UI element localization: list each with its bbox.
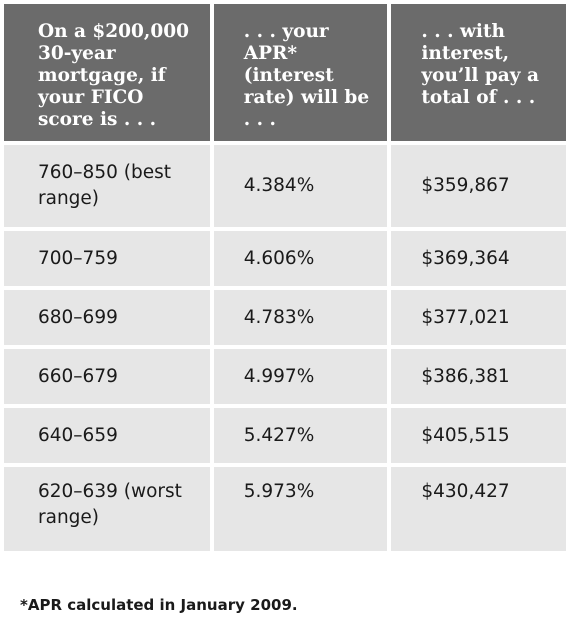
table-row: 680–699 4.783% $377,021 (4, 290, 566, 345)
table-row: 700–759 4.606% $369,364 (4, 231, 566, 286)
fico-mortgage-table: On a $200,000 30-year mortgage, if your … (4, 4, 566, 551)
apr-cell: 4.384% (213, 145, 388, 227)
apr-cell: 4.606% (213, 231, 388, 286)
apr-cell: 4.997% (213, 349, 388, 404)
apr-footnote: *APR calculated in January 2009. (20, 596, 298, 614)
header-total-paid: . . . with interest, you’ll pay a total … (391, 4, 566, 141)
fico-range-cell: 660–679 (4, 349, 210, 404)
header-fico-score: On a $200,000 30-year mortgage, if your … (4, 4, 210, 141)
total-paid-cell: $386,381 (391, 349, 566, 404)
table-row: 660–679 4.997% $386,381 (4, 349, 566, 404)
mortgage-table-container: On a $200,000 30-year mortgage, if your … (4, 4, 566, 551)
apr-cell: 5.427% (213, 408, 388, 463)
apr-cell: 5.973% (213, 467, 388, 551)
total-paid-cell: $369,364 (391, 231, 566, 286)
header-apr: . . . your APR* (interest rate) will be … (213, 4, 388, 141)
header-row: On a $200,000 30-year mortgage, if your … (4, 4, 566, 141)
fico-range-cell: 700–759 (4, 231, 210, 286)
fico-range-cell: 760–850 (best range) (4, 145, 210, 227)
table-row: 760–850 (best range) 4.384% $359,867 (4, 145, 566, 227)
fico-range-cell: 620–639 (worst range) (4, 467, 210, 551)
total-paid-cell: $359,867 (391, 145, 566, 227)
table-row: 620–639 (worst range) 5.973% $430,427 (4, 467, 566, 551)
fico-range-cell: 640–659 (4, 408, 210, 463)
fico-range-cell: 680–699 (4, 290, 210, 345)
total-paid-cell: $405,515 (391, 408, 566, 463)
total-paid-cell: $377,021 (391, 290, 566, 345)
table-row: 640–659 5.427% $405,515 (4, 408, 566, 463)
total-paid-cell: $430,427 (391, 467, 566, 551)
apr-cell: 4.783% (213, 290, 388, 345)
